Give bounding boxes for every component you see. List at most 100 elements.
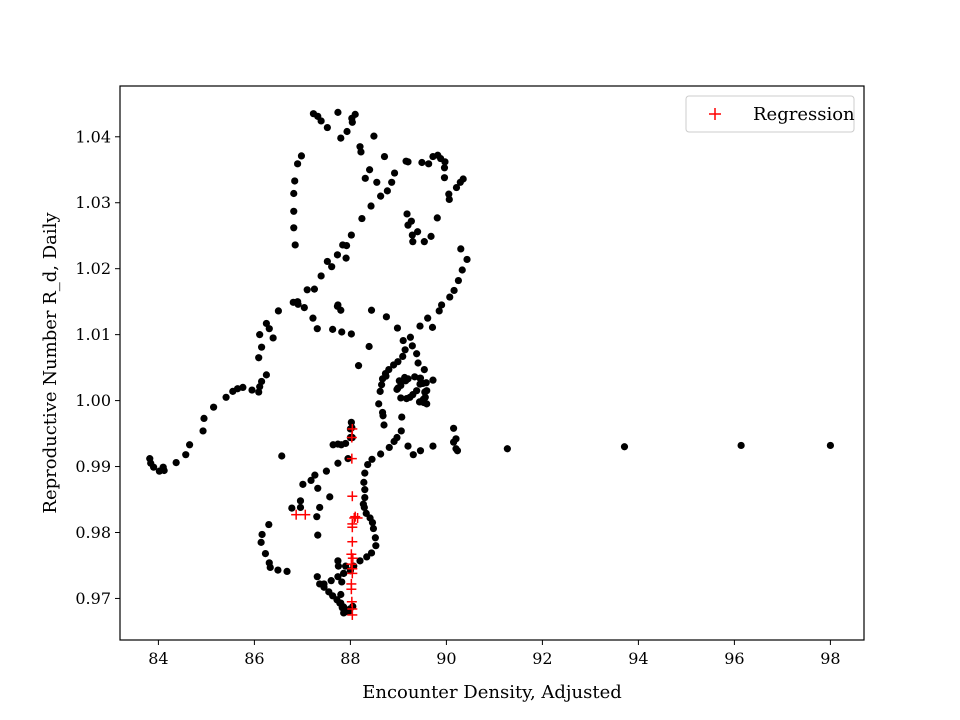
y-tick-label: 0.99 <box>75 457 111 476</box>
data-point <box>441 158 449 166</box>
regression-point <box>347 522 358 533</box>
data-point <box>375 400 383 408</box>
data-point <box>150 463 158 471</box>
regression-point <box>346 453 357 464</box>
data-point <box>398 413 406 421</box>
data-point <box>274 307 282 315</box>
data-point <box>445 190 453 198</box>
data-point <box>343 127 351 136</box>
data-point <box>323 123 331 132</box>
data-point <box>377 192 385 200</box>
data-point <box>458 266 466 274</box>
regression-point <box>347 553 358 564</box>
data-point <box>364 460 372 469</box>
legend: Regression <box>685 95 855 133</box>
data-point <box>313 325 321 333</box>
data-point <box>294 160 302 168</box>
data-point <box>338 328 346 336</box>
data-point <box>337 306 345 314</box>
data-point <box>283 567 291 576</box>
data-point <box>379 412 387 420</box>
data-point <box>367 549 376 557</box>
x-tick-label: 92 <box>532 649 552 668</box>
data-point <box>368 455 376 463</box>
data-point <box>363 553 371 561</box>
data-point <box>402 395 411 403</box>
data-point <box>248 386 256 394</box>
data-point <box>418 158 426 167</box>
data-point <box>409 451 417 459</box>
data-point <box>456 178 464 186</box>
data-point <box>423 387 431 395</box>
data-point <box>397 427 405 435</box>
data-point <box>337 590 345 599</box>
data-point <box>380 152 389 161</box>
data-point <box>333 251 342 259</box>
data-point <box>299 480 307 488</box>
data-point <box>382 313 390 321</box>
data-point <box>296 497 305 505</box>
data-point <box>317 272 325 280</box>
data-point <box>347 330 355 338</box>
data-point <box>334 557 342 565</box>
data-point <box>404 442 412 450</box>
data-point <box>420 238 428 246</box>
data-point <box>361 469 369 477</box>
data-point <box>291 177 299 185</box>
data-point <box>309 110 318 118</box>
data-point <box>452 183 461 192</box>
data-point <box>378 381 386 389</box>
y-tick-label: 1.01 <box>75 325 111 344</box>
data-point <box>388 178 396 186</box>
data-point <box>342 254 350 262</box>
x-axis-label: Encounter Density, Adjusted <box>362 682 622 703</box>
y-axis: 0.97 0.98 0.99 1.00 1.01 1.02 1.03 1.04 <box>75 127 120 608</box>
data-point <box>309 314 317 322</box>
data-point <box>438 301 446 309</box>
data-point <box>380 421 388 429</box>
data-point <box>265 520 273 529</box>
data-point <box>453 447 462 455</box>
data-point <box>357 148 365 156</box>
y-tick-label: 0.98 <box>75 523 111 542</box>
data-point <box>334 108 342 116</box>
data-point <box>371 534 379 542</box>
data-point <box>416 322 424 330</box>
data-point <box>303 286 311 294</box>
data-point <box>265 325 273 333</box>
data-point <box>307 476 315 484</box>
data-point <box>256 331 264 339</box>
data-point <box>416 447 425 455</box>
data-point <box>262 371 270 379</box>
data-point <box>427 232 435 240</box>
data-point <box>322 467 330 475</box>
data-point <box>390 437 398 446</box>
data-point <box>397 394 405 402</box>
regression-point <box>346 432 357 443</box>
data-marks <box>146 108 835 620</box>
data-point <box>334 562 342 570</box>
data-point <box>290 224 298 232</box>
data-point <box>503 445 511 453</box>
data-point <box>440 164 449 172</box>
x-tick-label: 86 <box>244 649 264 668</box>
data-point <box>348 118 356 126</box>
regression-point <box>352 512 363 523</box>
data-point <box>261 550 270 558</box>
data-point <box>450 438 458 446</box>
data-point <box>393 324 402 332</box>
data-point <box>372 542 380 550</box>
data-point <box>385 443 393 452</box>
data-point <box>354 362 363 370</box>
data-point <box>186 441 194 449</box>
data-point <box>239 383 247 392</box>
data-point <box>328 263 336 271</box>
data-point <box>356 557 364 565</box>
data-point <box>269 334 277 342</box>
data-point <box>361 493 369 502</box>
data-point <box>310 285 318 293</box>
data-point <box>210 403 218 411</box>
y-tick-label: 1.04 <box>75 127 111 146</box>
data-point <box>278 452 286 460</box>
data-point <box>457 245 465 253</box>
